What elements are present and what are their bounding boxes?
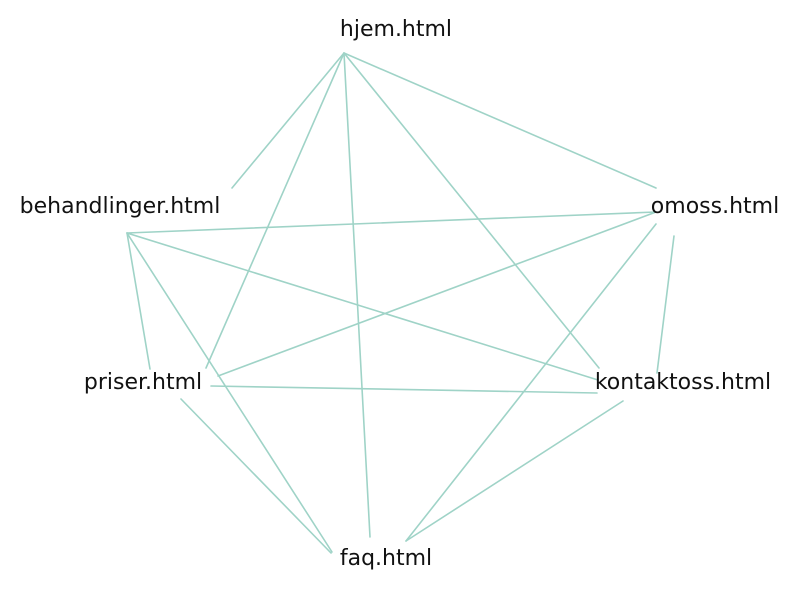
edge-hjem-kontaktoss	[343, 52, 600, 369]
edge-omoss-priser	[217, 211, 657, 377]
edge-kontaktoss-faq	[405, 400, 624, 542]
node-label-behandlinger[interactable]: behandlinger.html	[20, 194, 221, 219]
edge-priser-kontaktoss	[210, 385, 598, 394]
edge-behandlinger-omoss	[126, 211, 657, 234]
node-label-kontaktoss[interactable]: kontaktoss.html	[595, 370, 771, 395]
edge-priser-faq	[180, 398, 332, 554]
edge-behandlinger-kontaktoss	[126, 232, 599, 381]
node-label-priser[interactable]: priser.html	[84, 370, 202, 395]
edge-omoss-kontaktoss	[656, 235, 675, 374]
node-label-hjem[interactable]: hjem.html	[340, 17, 452, 42]
edge-behandlinger-priser	[126, 232, 151, 370]
edge-behandlinger-faq	[126, 232, 333, 553]
edge-hjem-behandlinger	[231, 52, 345, 189]
edge-hjem-faq	[343, 52, 371, 538]
edge-omoss-faq	[405, 223, 657, 542]
edges-layer	[126, 52, 675, 554]
edge-hjem-priser	[205, 52, 345, 369]
edge-hjem-omoss	[343, 52, 657, 189]
node-label-omoss[interactable]: omoss.html	[651, 194, 779, 219]
node-label-faq[interactable]: faq.html	[340, 546, 432, 571]
labels-layer: hjem.html behandlinger.html omoss.html p…	[20, 17, 780, 571]
